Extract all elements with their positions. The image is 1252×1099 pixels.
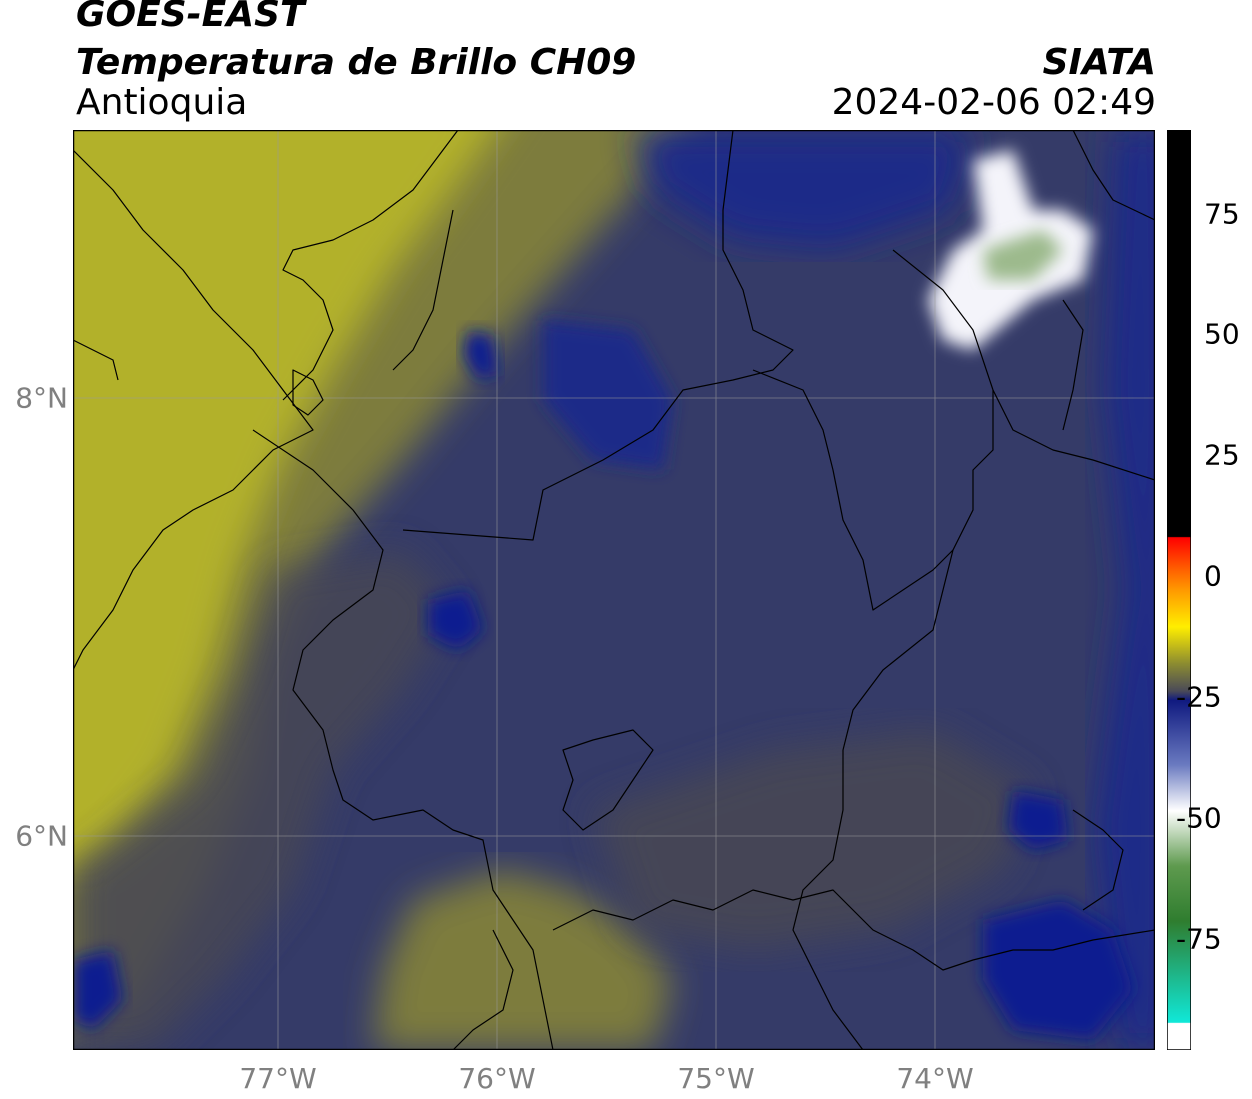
urabá-island	[292, 369, 324, 416]
southern-dept	[452, 929, 514, 1050]
boundaries	[73, 130, 1155, 1050]
lat-label-6n: 6°N	[15, 819, 68, 853]
east-small	[1072, 809, 1124, 911]
navy-east	[1093, 130, 1155, 1050]
coastline-gulf	[282, 130, 459, 401]
colorbar	[1167, 130, 1191, 1050]
colorbar-tick-50: 50	[1204, 317, 1240, 351]
colorbar-tick-25: 25	[1204, 438, 1240, 472]
colorbar-tick-0: 0	[1204, 559, 1222, 593]
antioquia-east	[752, 369, 994, 611]
lat-label-8n: 8°N	[15, 381, 68, 415]
gridlines	[73, 130, 1155, 1050]
south-gray-patch	[593, 730, 1033, 950]
enclave	[562, 729, 654, 831]
satellite-title: GOES-EAST	[76, 0, 305, 35]
coastline	[73, 149, 314, 671]
navy-spot-b	[428, 590, 483, 650]
lon-label-75w: 75°W	[677, 1062, 755, 1095]
region-label: Antioquia	[76, 82, 248, 123]
east-river	[1062, 299, 1084, 431]
brightness-temperature-map	[73, 130, 1155, 1050]
navy-spot-a	[463, 330, 498, 380]
lon-label-76w: 76°W	[458, 1062, 536, 1095]
antioquia-upper	[402, 130, 794, 541]
south-olive-patch	[373, 870, 673, 1050]
colorbar-tick-minus75: -75	[1176, 922, 1222, 956]
colorbar-tick-minus25: -25	[1176, 680, 1222, 714]
map-frame	[73, 130, 1155, 1050]
navy-center	[543, 320, 673, 470]
organization-label: SIATA	[1042, 42, 1156, 83]
timestamp-label: 2024-02-06 02:49	[831, 82, 1156, 123]
boyaca-border	[892, 249, 1155, 481]
cloud-green-core	[983, 230, 1063, 280]
colorbar-tick-minus50: -50	[1176, 801, 1222, 835]
colorbar-fill	[1167, 130, 1191, 1050]
navy-spot-c	[1008, 790, 1068, 850]
ne-border	[1072, 130, 1155, 221]
navy-north	[633, 130, 973, 250]
colombia-panama-border	[73, 339, 119, 381]
gray-belt	[73, 550, 453, 1050]
yellow-field	[73, 130, 495, 870]
antioquia-north	[392, 209, 454, 371]
south-border	[552, 889, 1155, 971]
product-title: Temperatura de Brillo CH09	[76, 42, 637, 83]
lon-label-77w: 77°W	[239, 1062, 317, 1095]
navy-southwest-spot	[73, 950, 123, 1030]
lon-label-74w: 74°W	[896, 1062, 974, 1095]
navy-southeast	[983, 900, 1133, 1040]
antioquia-border	[252, 429, 554, 1050]
colorbar-tick-75: 75	[1204, 197, 1240, 231]
magdalena-border	[792, 549, 954, 1050]
